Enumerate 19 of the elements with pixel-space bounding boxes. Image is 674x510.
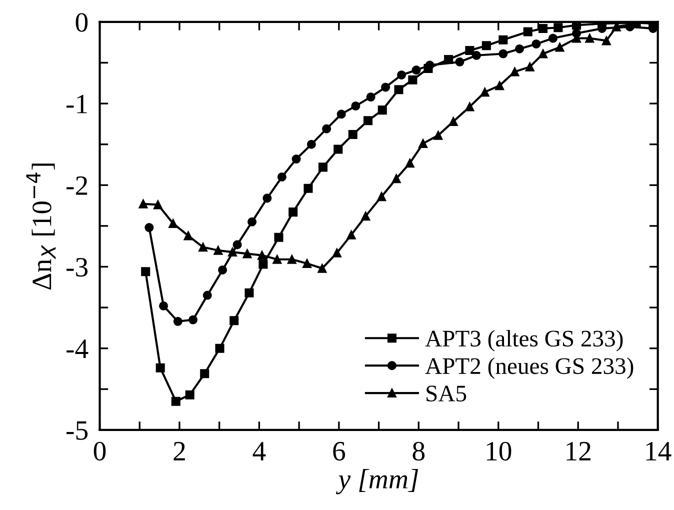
y-tick-label: -4: [66, 340, 88, 358]
x-tick-label: 2: [174, 442, 185, 460]
x-tick-label: 12: [566, 442, 590, 460]
x-tick-label: 4: [252, 442, 266, 460]
x-tick-label: 14: [646, 442, 672, 460]
legend-label: SA5: [426, 386, 466, 402]
y-tick-label: 0: [76, 13, 88, 32]
y-tick-label: -2: [66, 176, 88, 195]
y-axis-title: Δn$_{X}$ [10$^{−4}$]: [26, 164, 56, 290]
x-tick-label: 6: [333, 442, 346, 461]
y-tick-label: -5: [66, 421, 88, 440]
x-tick-label: 0: [94, 442, 106, 461]
x-axis-title: y [mm]: [336, 469, 418, 494]
legend-label: APT3 (altes GS 233): [425, 330, 623, 352]
legend-label: APT2 (neues GS 233): [425, 357, 634, 379]
x-tick-label: 10: [486, 442, 512, 461]
y-tick-label: -1: [66, 94, 87, 114]
x-tick-label: 8: [412, 442, 425, 461]
y-tick-label: -3: [66, 258, 88, 277]
